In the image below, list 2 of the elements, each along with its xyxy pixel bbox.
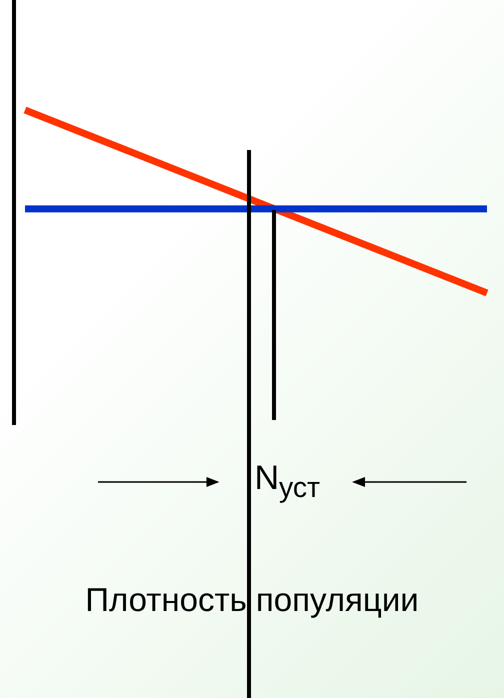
text: Плотность популяции xyxy=(84,580,420,620)
text: N$_{уст}$ xyxy=(254,458,320,506)
